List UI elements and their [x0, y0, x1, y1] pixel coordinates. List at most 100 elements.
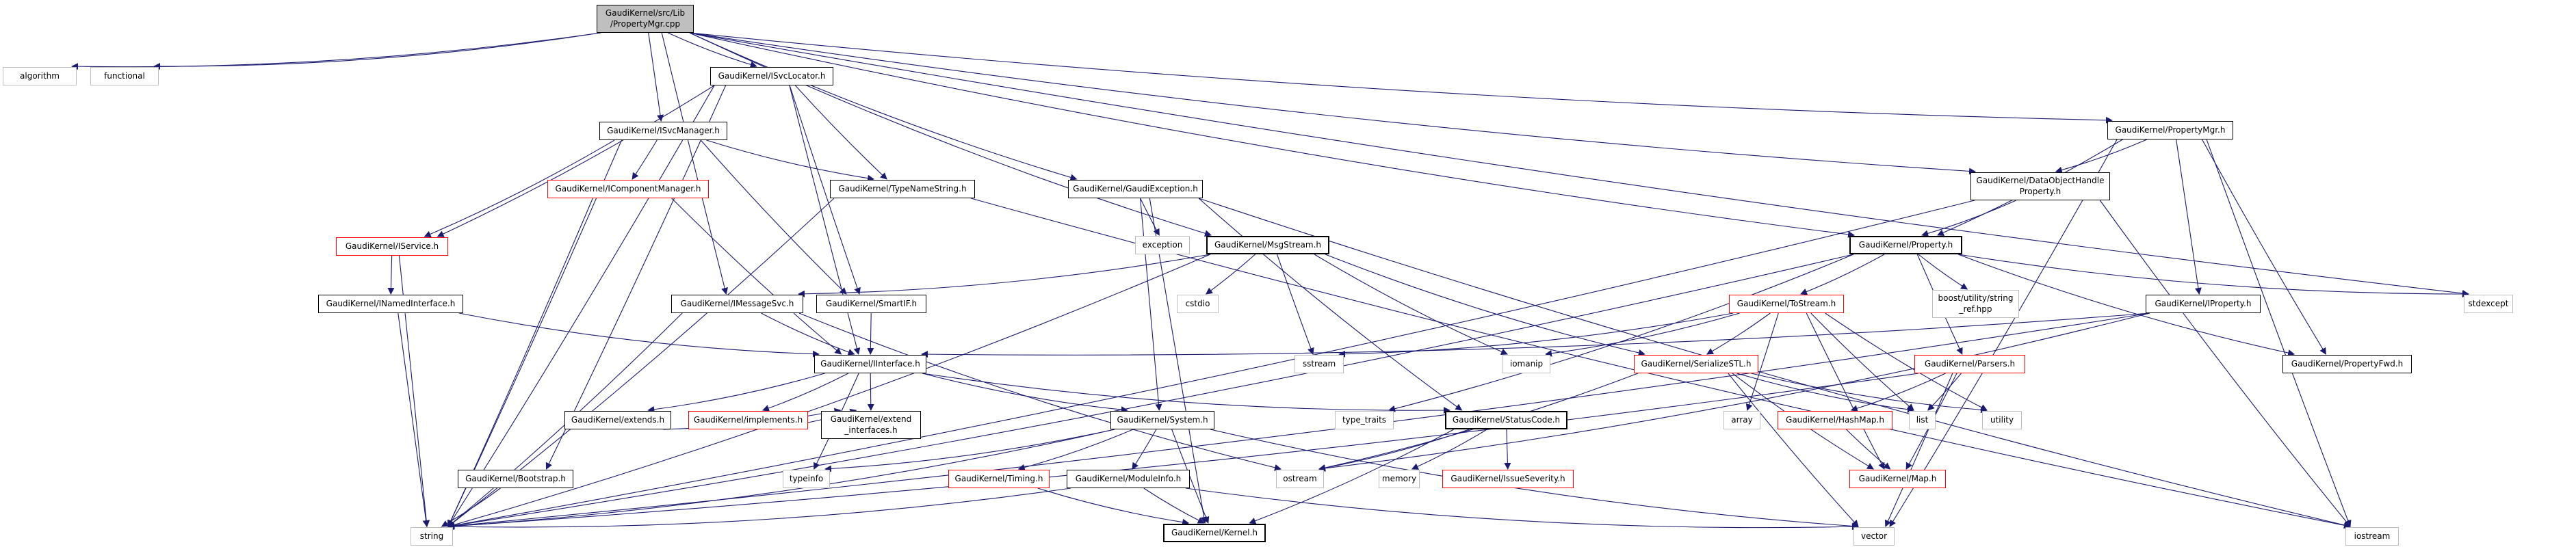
edge-statuscode-to-kernel: [1249, 429, 1454, 524]
graph-node-typetraits[interactable]: type_traits: [1335, 411, 1394, 429]
edge-serializestl-to-utility: [1751, 373, 1988, 414]
edge-smartif-to-iinterface: [867, 312, 874, 355]
edge-tostream-to-array: [1745, 312, 1779, 411]
graph-node-smartif[interactable]: GaudiKernel/SmartIF.h: [816, 295, 926, 313]
graph-node-parsers[interactable]: GaudiKernel/Parsers.h: [1914, 355, 2025, 373]
graph-node-exception[interactable]: exception: [1135, 236, 1190, 254]
edge-inamedinterface-to-iinterface: [458, 312, 820, 358]
edge-isvclocator-to-iinterface: [789, 85, 861, 355]
edge-isvcmanager-to-icomponentmanager: [632, 139, 658, 180]
edge-isvcmanager-to-iservice: [424, 139, 615, 238]
edge-imessagesvc-to-iinterface: [761, 312, 855, 356]
edge-hashmap-to-map: [1846, 429, 1891, 470]
edge-propertymgr-to-dataobjecthandleproperty: [2055, 139, 2148, 174]
edge-statuscode-to-memory: [1411, 429, 1487, 470]
graph-node-icomponentmanager[interactable]: GaudiKernel/IComponentManager.h: [547, 180, 709, 198]
graph-node-dataobjecthandleproperty[interactable]: GaudiKernel/DataObjectHandle Property.h: [1970, 172, 2110, 200]
graph-node-gaudiexception[interactable]: GaudiKernel/GaudiException.h: [1068, 180, 1203, 198]
edge-property-to-string: [447, 254, 1854, 529]
edge-isvclocator-to-smartif: [789, 85, 861, 295]
edges: [71, 32, 2469, 531]
graph-node-implements[interactable]: GaudiKernel/implements.h: [688, 411, 808, 429]
edge-msgstream-to-serializestl: [1325, 254, 1645, 356]
graph-node-cstdio[interactable]: cstdio: [1177, 295, 1219, 313]
graph-node-functional[interactable]: functional: [90, 67, 159, 85]
edge-imessagesvc-to-ostream: [798, 312, 1282, 471]
edge-tostream-to-utility: [1825, 312, 1988, 411]
edge-gaudiexception-to-iostream: [1198, 198, 2351, 529]
graph-node-imessagesvc[interactable]: GaudiKernel/IMessageSvc.h: [671, 295, 803, 313]
edge-dataobjecthandleproperty-to-string: [447, 200, 1975, 529]
edge-dataobjecthandleproperty-to-property: [1921, 200, 2016, 237]
graph-node-iomanip[interactable]: iomanip: [1502, 355, 1550, 373]
graph-node-isvcmanager[interactable]: GaudiKernel/ISvcManager.h: [599, 122, 727, 140]
graph-node-iinterface[interactable]: GaudiKernel/IInterface.h: [814, 355, 926, 373]
graph-node-string[interactable]: string: [411, 527, 453, 546]
edge-statuscode-to-issueseverity: [1504, 429, 1511, 470]
edge-root-to-property: [689, 32, 1855, 238]
graph-node-stdexcept[interactable]: stdexcept: [2464, 295, 2513, 313]
edge-icomponentmanager-to-iinterface: [671, 198, 842, 355]
edge-root-to-algorithm: [71, 32, 601, 70]
edge-gaudiexception-to-system: [1140, 198, 1162, 411]
graph-node-timing[interactable]: GaudiKernel/Timing.h: [948, 470, 1050, 488]
graph-node-extends[interactable]: GaudiKernel/extends.h: [564, 411, 671, 429]
graph-node-iproperty[interactable]: GaudiKernel/IProperty.h: [2146, 295, 2261, 313]
edge-tostream-to-sstream: [1338, 312, 1734, 358]
edge-serializestl-to-vector: [1728, 373, 1859, 527]
graph-node-algorithm[interactable]: algorithm: [3, 67, 77, 85]
edge-system-to-moduleinfo: [1132, 429, 1157, 470]
edge-gaudiexception-to-statuscode: [1198, 198, 1463, 411]
graph-node-map[interactable]: GaudiKernel/Map.h: [1849, 470, 1946, 488]
graph-node-vector[interactable]: vector: [1853, 527, 1895, 546]
graph-node-typenamestring[interactable]: GaudiKernel/TypeNameString.h: [830, 180, 975, 198]
edge-dataobjecthandleproperty-to-iostream: [2099, 200, 2351, 527]
graph-node-system[interactable]: GaudiKernel/System.h: [1110, 411, 1214, 429]
graph-node-kernel[interactable]: GaudiKernel/Kernel.h: [1163, 524, 1266, 542]
graph-node-msgstream[interactable]: GaudiKernel/MsgStream.h: [1206, 236, 1329, 254]
graph-node-typeinfo[interactable]: typeinfo: [783, 470, 830, 488]
edge-system-to-timing: [1017, 429, 1134, 471]
graph-node-serializestl[interactable]: GaudiKernel/SerializeSTL.h: [1634, 355, 1758, 373]
graph-node-extendinterfaces[interactable]: GaudiKernel/extend _interfaces.h: [821, 411, 921, 439]
graph-node-utility[interactable]: utility: [1982, 411, 2022, 429]
edge-statuscode-to-ostream: [1318, 429, 1470, 472]
edge-tostream-to-list: [1810, 312, 1914, 411]
edge-root-to-stdexcept: [689, 32, 2469, 297]
graph-node-iostream[interactable]: iostream: [2345, 527, 2399, 546]
graph-node-property[interactable]: GaudiKernel/Property.h: [1849, 236, 1962, 254]
graph-node-root[interactable]: GaudiKernel/src/Lib /PropertyMgr.cpp: [597, 5, 694, 33]
edge-property-to-stdexcept: [1957, 254, 2469, 298]
edge-property-to-tostream: [1800, 254, 1885, 295]
graph-node-inamedinterface[interactable]: GaudiKernel/INamedInterface.h: [318, 295, 463, 313]
edge-isvclocator-to-string: [447, 85, 715, 527]
edge-msgstream-to-cstdio: [1205, 254, 1256, 295]
graph-node-hashmap[interactable]: GaudiKernel/HashMap.h: [1778, 411, 1892, 429]
edge-msgstream-to-iomanip: [1314, 254, 1508, 355]
edge-gaudiexception-to-exception: [1140, 198, 1160, 236]
graph-node-iservice[interactable]: GaudiKernel/IService.h: [336, 237, 448, 256]
graph-node-tostream[interactable]: GaudiKernel/ToStream.h: [1729, 295, 1844, 313]
graph-node-issueseverity[interactable]: GaudiKernel/IssueSeverity.h: [1442, 470, 1574, 488]
graph-node-statuscode[interactable]: GaudiKernel/StatusCode.h: [1445, 411, 1567, 429]
graph-node-array[interactable]: array: [1723, 411, 1760, 429]
edge-parsers-to-vector: [1884, 373, 1953, 527]
graph-node-ostream[interactable]: ostream: [1276, 470, 1324, 488]
edge-isvcmanager-to-smartif: [700, 139, 847, 295]
graph-node-bootstrap[interactable]: GaudiKernel/Bootstrap.h: [458, 470, 573, 488]
edge-iservice-to-string: [398, 255, 430, 527]
edge-iinterface-to-implements: [762, 373, 849, 412]
edge-isvclocator-to-typenamestring: [794, 85, 887, 180]
graph-node-propertyfwd[interactable]: GaudiKernel/PropertyFwd.h: [2282, 355, 2412, 373]
edge-iproperty-to-iinterface: [921, 312, 2150, 358]
graph-node-moduleinfo[interactable]: GaudiKernel/ModuleInfo.h: [1067, 470, 1190, 488]
graph-node-propertymgr[interactable]: GaudiKernel/PropertyMgr.h: [2107, 121, 2233, 139]
graph-node-sstream[interactable]: sstream: [1294, 355, 1344, 373]
graph-node-list[interactable]: list: [1909, 411, 1936, 429]
graph-node-stringref[interactable]: boost/utility/string _ref.hpp: [1932, 290, 2019, 318]
graph-node-memory[interactable]: memory: [1379, 470, 1420, 488]
edge-iinterface-to-extends: [647, 373, 825, 413]
graph-node-isvclocator[interactable]: GaudiKernel/ISvcLocator.h: [710, 67, 833, 85]
edge-system-to-kernel: [1171, 429, 1210, 524]
edge-root-to-isvcmanager: [648, 32, 664, 122]
